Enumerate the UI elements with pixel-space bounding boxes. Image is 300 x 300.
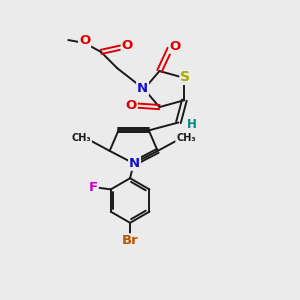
Text: S: S: [180, 70, 190, 84]
Text: O: O: [79, 34, 90, 47]
Text: F: F: [88, 181, 98, 194]
Text: N: N: [137, 82, 148, 95]
Text: H: H: [187, 118, 197, 131]
Text: CH₃: CH₃: [176, 133, 196, 143]
Text: CH₃: CH₃: [72, 133, 91, 143]
Text: O: O: [169, 40, 181, 53]
Text: O: O: [126, 99, 137, 112]
Text: N: N: [129, 157, 140, 170]
Text: O: O: [122, 40, 133, 52]
Text: Br: Br: [122, 234, 139, 247]
